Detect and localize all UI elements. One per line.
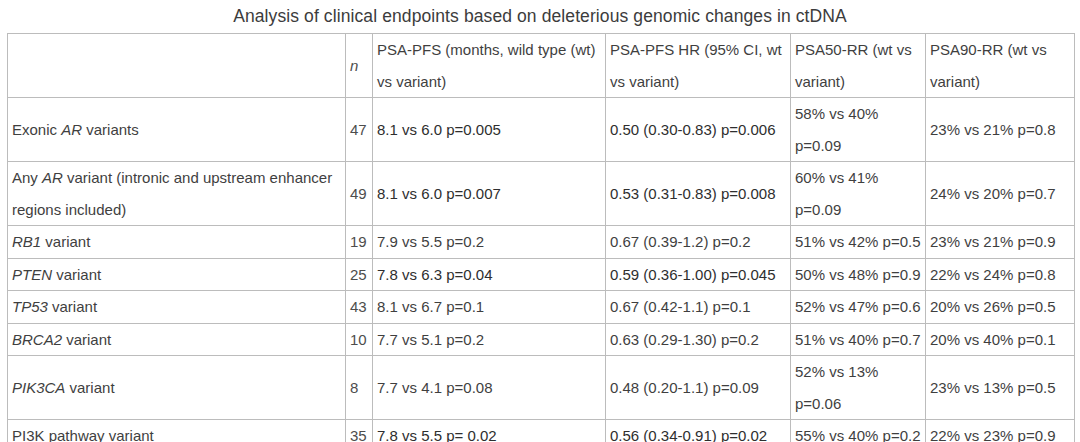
cell-psa90: 22% vs 23% p=0.9 [926,420,1075,442]
n-value: 49 [346,162,373,226]
n-value: 25 [346,258,373,291]
table-row: PI3K pathway variant 357.8 vs 5.5 p= 0.02… [8,420,1075,442]
gene-name: AR [42,169,63,186]
label-text: variant [48,298,97,315]
cell-psa90: 20% vs 40% p=0.1 [926,323,1075,356]
cell-psa_pfs: 7.9 vs 5.5 p=0.2 [373,226,606,259]
label-text: Any [12,169,42,186]
gene-name: AR [61,121,82,138]
cell-psa_pfs: 7.8 vs 5.5 p= 0.02 [373,420,606,442]
table-row: TP53 variant438.1 vs 6.7 p=0.10.67 (0.42… [8,291,1075,324]
table-row: Any AR variant (intronic and upstream en… [8,162,1075,226]
header-row: nPSA-PFS (months, wild type (wt) vs vari… [8,34,1075,98]
table-row: PIK3CA variant87.7 vs 4.1 p=0.080.48 (0.… [8,356,1075,420]
n-value: 43 [346,291,373,324]
cell-psa50: 51% vs 40% p=0.7 [791,323,926,356]
cell-psa50: 52% vs 13% p=0.06 [791,356,926,420]
cell-hr: 0.56 (0.34-0.91) p=0.02 [606,420,791,442]
cell-psa90: 23% vs 21% p=0.8 [926,98,1075,162]
gene-name: RB1 [12,233,41,250]
col-header-label [8,34,346,98]
cell-psa50: 52% vs 47% p=0.6 [791,291,926,324]
n-value: 10 [346,323,373,356]
label-text: Exonic [12,121,61,138]
gene-name: TP53 [12,298,48,315]
gene-name: PIK3CA [12,379,65,396]
cell-psa_pfs: 8.1 vs 6.0 p=0.005 [373,98,606,162]
label-text: variant [65,379,114,396]
table-body: Exonic AR variants478.1 vs 6.0 p=0.0050.… [8,98,1075,442]
row-label: Any AR variant (intronic and upstream en… [8,162,346,226]
table-header: nPSA-PFS (months, wild type (wt) vs vari… [8,34,1075,98]
cell-psa90: 23% vs 13% p=0.5 [926,356,1075,420]
clinical-endpoints-table: nPSA-PFS (months, wild type (wt) vs vari… [7,33,1075,442]
cell-psa_pfs: 7.7 vs 4.1 p=0.08 [373,356,606,420]
cell-psa50: 50% vs 48% p=0.9 [791,258,926,291]
cell-hr: 0.67 (0.39-1.2) p=0.2 [606,226,791,259]
col-header-hr: PSA-PFS HR (95% CI, wt vs variant) [606,34,791,98]
table-row: BRCA2 variant107.7 vs 5.1 p=0.20.63 (0.2… [8,323,1075,356]
col-header-n: n [346,34,373,98]
cell-hr: 0.59 (0.36-1.00) p=0.045 [606,258,791,291]
label-text: variants [82,121,139,138]
n-value: 19 [346,226,373,259]
cell-psa50: 58% vs 40% p=0.09 [791,98,926,162]
label-text: variant [41,233,90,250]
row-label: PTEN variant [8,258,346,291]
col-header-psa90: PSA90-RR (wt vs variant) [926,34,1075,98]
row-label: Exonic AR variants [8,98,346,162]
cell-psa_pfs: 8.1 vs 6.7 p=0.1 [373,291,606,324]
cell-psa50: 55% vs 40% p=0.2 [791,420,926,442]
cell-psa90: 22% vs 24% p=0.8 [926,258,1075,291]
cell-hr: 0.48 (0.20-1.1) p=0.09 [606,356,791,420]
row-label: PI3K pathway variant [8,420,346,442]
table-row: RB1 variant197.9 vs 5.5 p=0.20.67 (0.39-… [8,226,1075,259]
gene-name: BRCA2 [12,331,62,348]
table-row: Exonic AR variants478.1 vs 6.0 p=0.0050.… [8,98,1075,162]
table-row: PTEN variant257.8 vs 6.3 p=0.040.59 (0.3… [8,258,1075,291]
row-label: RB1 variant [8,226,346,259]
n-value: 47 [346,98,373,162]
cell-hr: 0.53 (0.31-0.83) p=0.008 [606,162,791,226]
gene-name: PTEN [12,266,52,283]
row-label: PIK3CA variant [8,356,346,420]
label-text: variant [62,331,111,348]
cell-psa90: 23% vs 21% p=0.9 [926,226,1075,259]
col-header-psa_pfs: PSA-PFS (months, wild type (wt) vs varia… [373,34,606,98]
col-header-psa50: PSA50-RR (wt vs variant) [791,34,926,98]
n-value: 35 [346,420,373,442]
row-label: BRCA2 variant [8,323,346,356]
cell-psa90: 24% vs 20% p=0.7 [926,162,1075,226]
table-title: Analysis of clinical endpoints based on … [0,5,1080,28]
label-text: variant [52,266,101,283]
cell-psa50: 60% vs 41% p=0.09 [791,162,926,226]
cell-psa_pfs: 8.1 vs 6.0 p=0.007 [373,162,606,226]
cell-psa50: 51% vs 42% p=0.5 [791,226,926,259]
cell-psa90: 20% vs 26% p=0.5 [926,291,1075,324]
cell-hr: 0.50 (0.30-0.83) p=0.006 [606,98,791,162]
n-value: 8 [346,356,373,420]
cell-hr: 0.63 (0.29-1.30) p=0.2 [606,323,791,356]
page: Analysis of clinical endpoints based on … [0,5,1080,442]
label-text: PI3K pathway variant [12,427,154,442]
cell-hr: 0.67 (0.42-1.1) p=0.1 [606,291,791,324]
cell-psa_pfs: 7.8 vs 6.3 p=0.04 [373,258,606,291]
row-label: TP53 variant [8,291,346,324]
cell-psa_pfs: 7.7 vs 5.1 p=0.2 [373,323,606,356]
